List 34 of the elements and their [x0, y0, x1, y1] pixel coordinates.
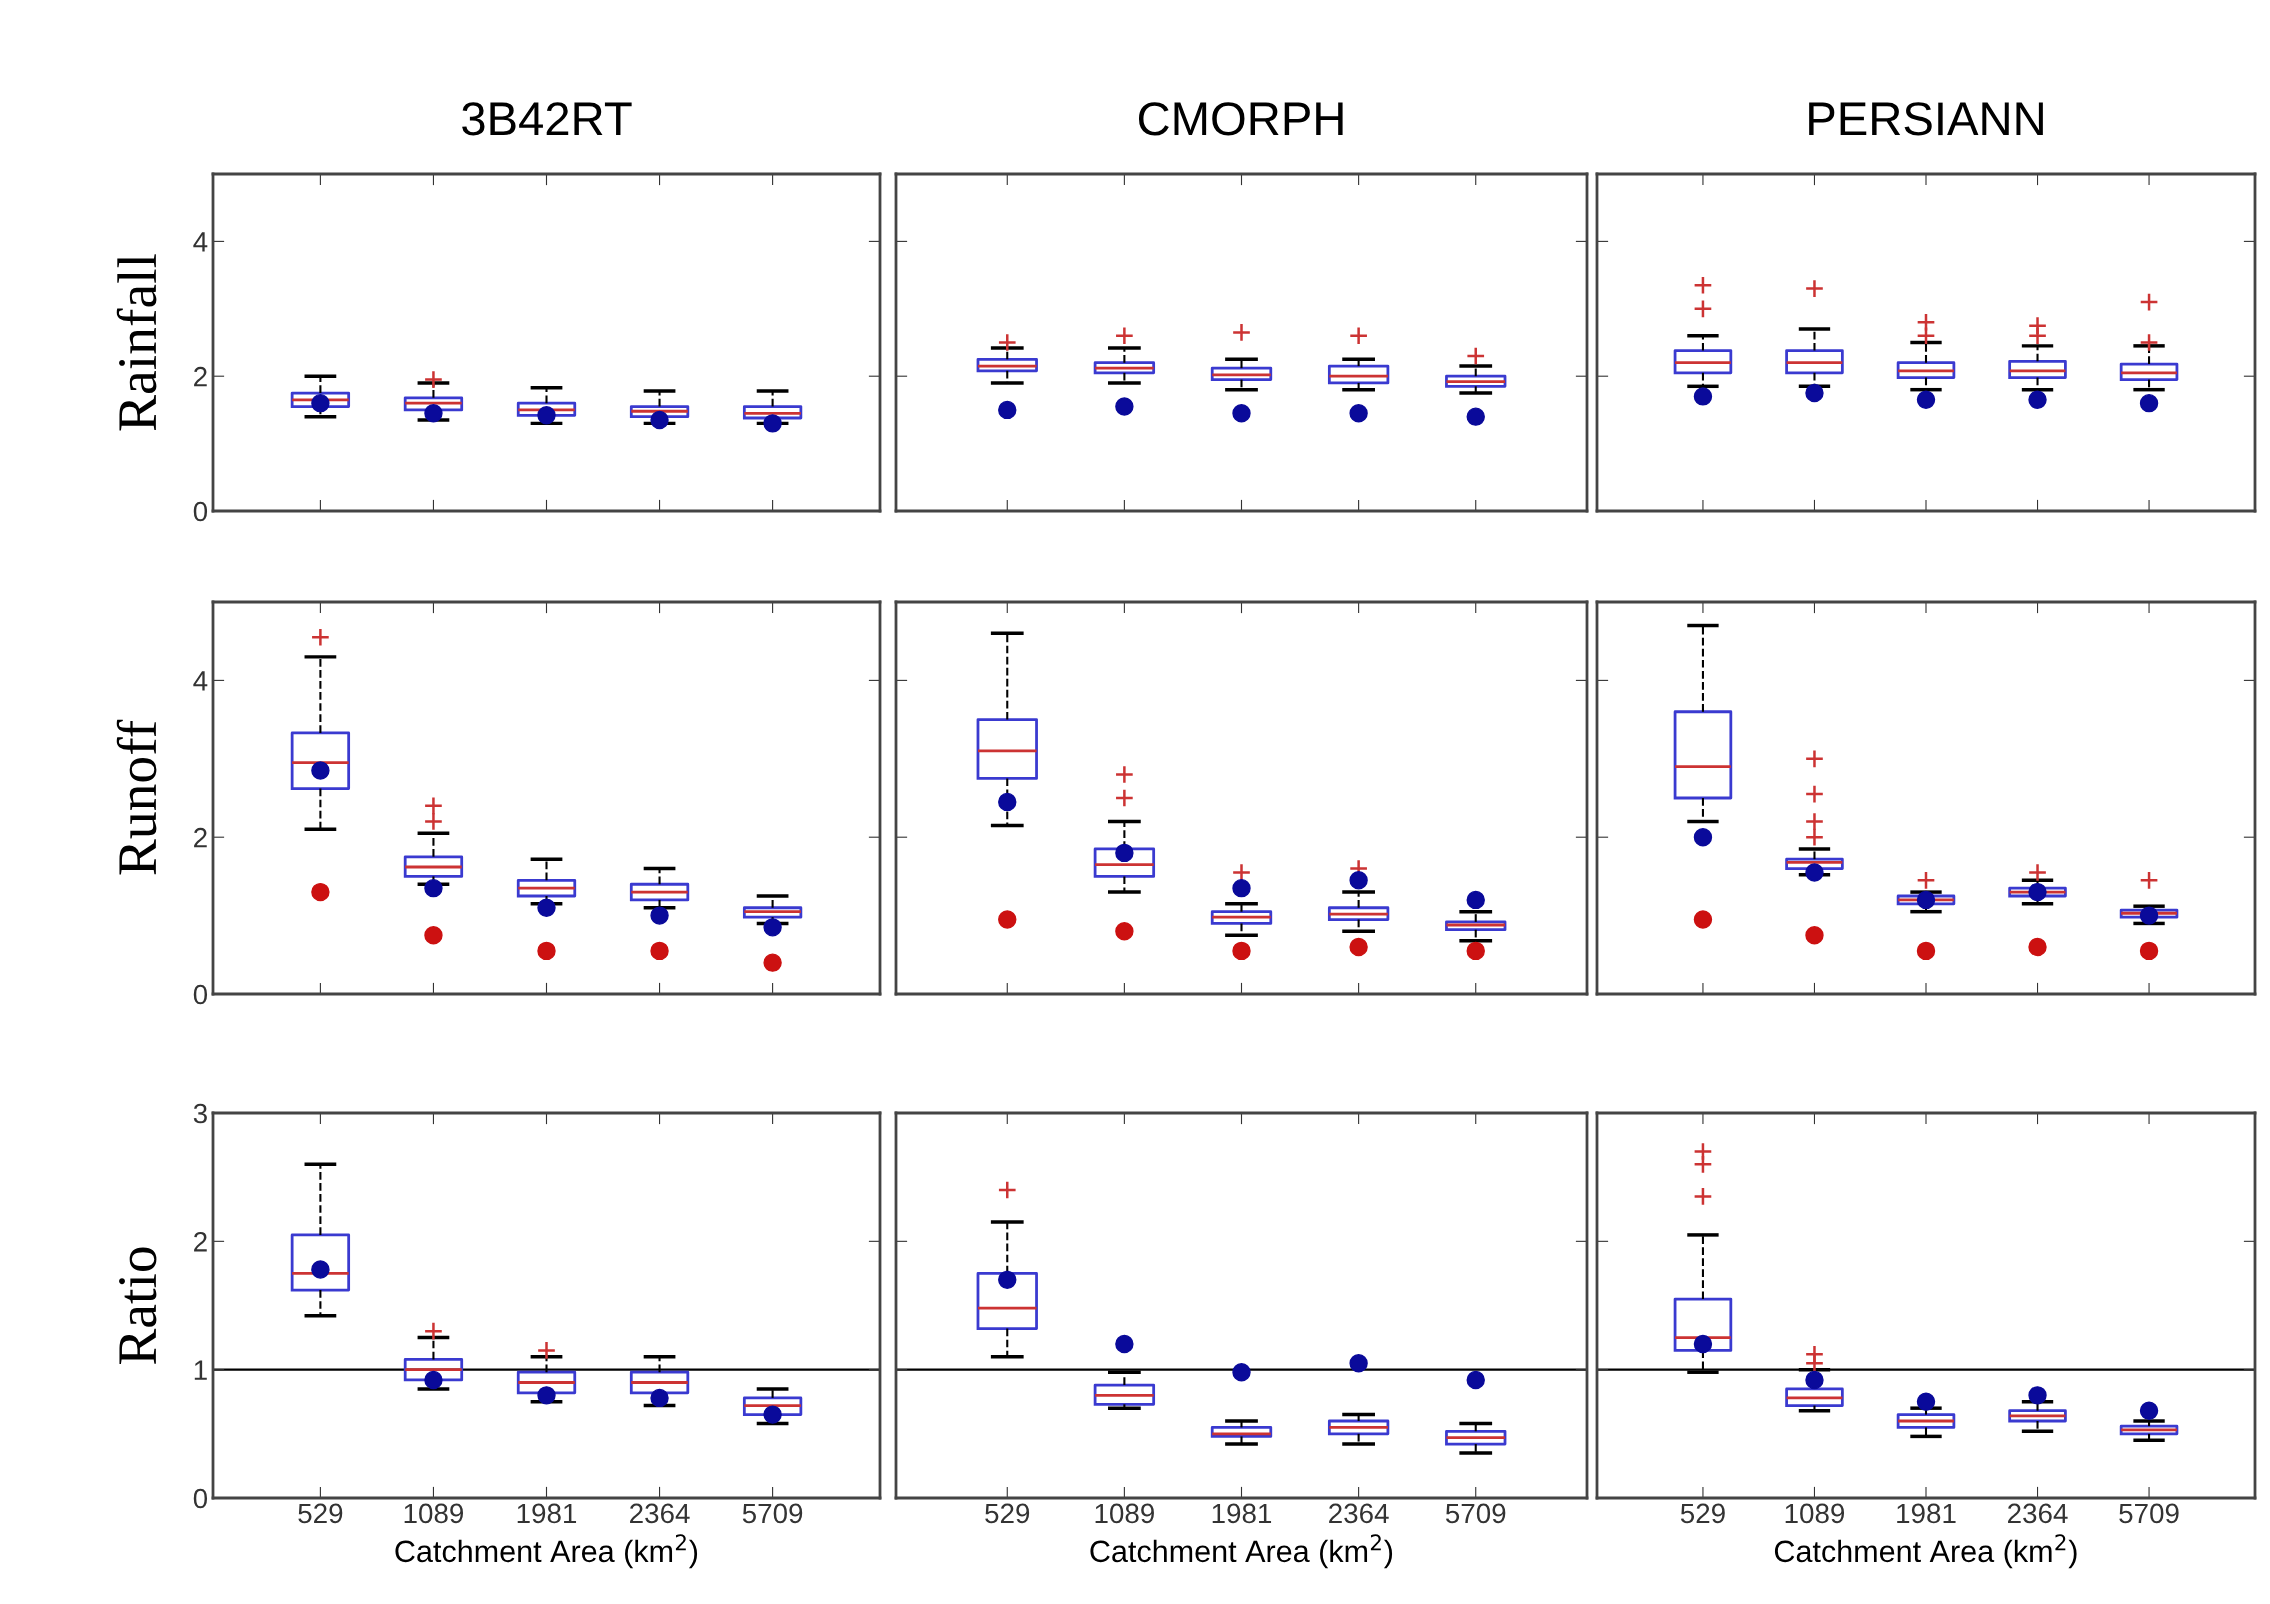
x-tick-label: 1089: [1095, 1503, 1154, 1524]
x-axis-title: Catchment Area (km$^{2}$): [1090, 1534, 1393, 1569]
x-tick-label: 529: [298, 1503, 343, 1524]
y-axis-title: Runoff: [116, 719, 157, 875]
x-tick-label: 1981: [1897, 1503, 1956, 1524]
x-tick-label: 1089: [1785, 1503, 1845, 1524]
y-tick-label: 0: [193, 984, 208, 1005]
x-tick-label: 2364: [630, 1503, 690, 1524]
y-tick-label: 0: [193, 1488, 208, 1509]
y-axis-title: Ratio: [119, 1247, 157, 1365]
y-tick-label: 2: [194, 366, 207, 387]
x-tick-label: 5709: [1445, 1503, 1506, 1524]
y-axis-title: Rainfall: [116, 254, 157, 431]
y-tick-label: 2: [194, 1232, 207, 1252]
y-tick-label: 4: [193, 671, 208, 691]
chart-title: PERSIANN: [1809, 102, 2043, 136]
x-tick-label: 529: [985, 1503, 1030, 1524]
y-tick-label: 2: [194, 827, 207, 848]
y-tick-label: 3: [193, 1103, 207, 1124]
x-tick-label: 1089: [404, 1503, 464, 1524]
chart-title: CMORPH: [1138, 102, 1343, 136]
y-tick-label: 4: [193, 232, 208, 252]
x-tick-label: 5709: [742, 1503, 803, 1524]
x-tick-label: 1981: [517, 1503, 577, 1524]
x-axis-title: Catchment Area (km$^{2}$): [395, 1534, 698, 1569]
y-tick-label: 0: [193, 501, 208, 522]
x-tick-label: 1981: [1212, 1503, 1272, 1524]
x-tick-label: 2364: [2008, 1503, 2068, 1524]
x-tick-label: 529: [1680, 1503, 1725, 1524]
x-tick-label: 5709: [2119, 1503, 2179, 1524]
x-axis-title: Catchment Area (km$^{2}$): [1774, 1534, 2077, 1569]
chart-title: 3B42RT: [462, 102, 632, 136]
y-tick-label: 1: [194, 1360, 207, 1380]
x-tick-label: 2364: [1329, 1503, 1389, 1524]
